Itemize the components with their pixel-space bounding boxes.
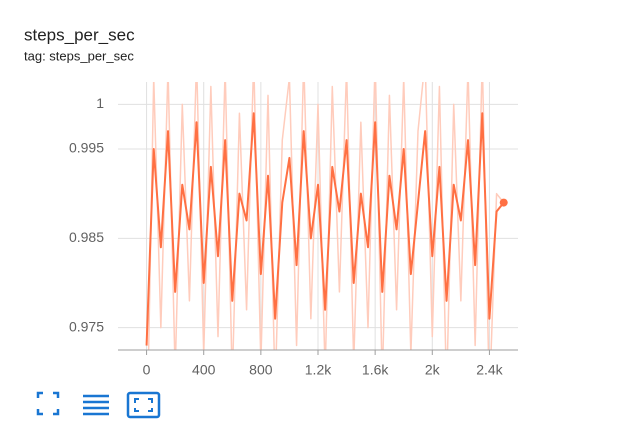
toolbar <box>36 391 161 419</box>
last-point <box>499 198 508 207</box>
fit-domain-icon <box>134 398 153 412</box>
grid <box>118 82 518 350</box>
card-subtitle: tag: steps_per_sec <box>24 48 134 63</box>
series-line <box>147 82 505 350</box>
y-tick-label: 1 <box>96 95 104 111</box>
x-tick-label: 2.4k <box>476 362 503 378</box>
fit-domain-button[interactable] <box>126 391 161 419</box>
x-tick-label: 800 <box>249 362 273 378</box>
plot <box>145 82 505 350</box>
y-tick-label: 0.985 <box>69 229 104 245</box>
y-tick-label: 0.975 <box>69 318 104 334</box>
series-line <box>145 112 505 346</box>
y-tick-label: 0.995 <box>69 140 104 156</box>
x-tick-label: 400 <box>192 362 216 378</box>
x-tick-label: 2k <box>425 362 441 378</box>
x-tick-label: 0 <box>143 362 151 378</box>
card-title: steps_per_sec <box>24 25 135 44</box>
x-tick-label: 1.6k <box>362 362 389 378</box>
x-tick-label: 1.2k <box>305 362 332 378</box>
fullscreen-button[interactable] <box>36 391 60 416</box>
data-table-button[interactable] <box>83 394 109 416</box>
